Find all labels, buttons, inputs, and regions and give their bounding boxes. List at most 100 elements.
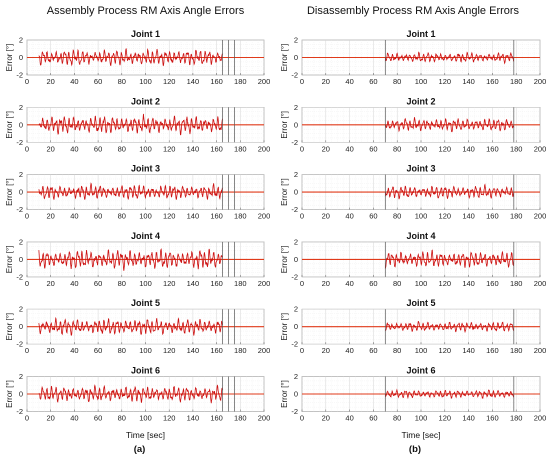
y-tick-label: -2 (291, 71, 298, 80)
x-axis-label: Time [sec] (126, 430, 165, 440)
y-tick-label: -2 (16, 340, 23, 349)
y-tick-label: 0 (19, 188, 23, 197)
x-tick-label: 0 (300, 414, 304, 423)
x-tick-label: 80 (393, 77, 401, 86)
x-tick-label: 100 (415, 144, 428, 153)
x-tick-label: 40 (70, 144, 78, 153)
panel-title: Joint 2 (406, 96, 435, 106)
y-tick-label: 2 (294, 103, 298, 112)
x-tick-label: 140 (462, 346, 475, 355)
x-tick-label: 180 (234, 346, 247, 355)
x-tick-label: 0 (300, 279, 304, 288)
panel-title: Joint 4 (131, 231, 160, 241)
y-tick-label: 2 (294, 372, 298, 381)
x-tick-label: 180 (234, 414, 247, 423)
x-axis-label: Time [sec] (402, 430, 441, 440)
x-tick-label: 80 (118, 279, 126, 288)
panel-title: Joint 2 (131, 96, 160, 106)
x-tick-label: 20 (322, 212, 330, 221)
x-tick-label: 40 (70, 212, 78, 221)
x-tick-label: 180 (510, 346, 523, 355)
x-tick-label: 120 (163, 77, 176, 86)
panel-joint-4: Joint 40 20 40 60 80 100 120 140 160 180 200-202Er… (5, 231, 270, 288)
y-tick-label: -2 (16, 138, 23, 147)
y-tick-label: 2 (294, 36, 298, 45)
x-tick-label: 100 (139, 212, 152, 221)
x-tick-label: 20 (322, 346, 330, 355)
y-tick-label: 2 (19, 372, 23, 381)
x-tick-label: 120 (439, 279, 452, 288)
subfigure-label: (a) (134, 444, 146, 455)
x-tick-label: 200 (258, 212, 271, 221)
x-tick-label: 80 (393, 414, 401, 423)
x-tick-label: 140 (462, 144, 475, 153)
error-trace (38, 316, 223, 336)
x-tick-label: 160 (486, 346, 499, 355)
panel-joint-6: Joint 60 20 40 60 80 100 120 140 160 180 200-202Er… (5, 366, 270, 423)
x-tick-label: 0 (300, 212, 304, 221)
y-tick-label: -2 (291, 340, 298, 349)
y-tick-label: 2 (294, 237, 298, 246)
x-tick-label: 200 (258, 77, 271, 86)
x-tick-label: 60 (369, 212, 377, 221)
x-tick-label: 160 (486, 414, 499, 423)
y-tick-label: 0 (19, 120, 23, 129)
y-tick-label: 0 (19, 390, 23, 399)
x-tick-label: 200 (534, 144, 547, 153)
x-tick-label: 140 (187, 279, 200, 288)
y-axis-label: Error [°] (5, 44, 14, 72)
x-tick-label: 0 (25, 414, 29, 423)
error-trace (38, 248, 223, 271)
x-tick-label: 200 (534, 212, 547, 221)
y-tick-label: 2 (19, 170, 23, 179)
error-trace (38, 182, 223, 201)
x-tick-label: 0 (300, 346, 304, 355)
x-tick-label: 80 (118, 346, 126, 355)
x-tick-label: 80 (393, 279, 401, 288)
x-tick-label: 160 (486, 212, 499, 221)
x-tick-label: 180 (510, 77, 523, 86)
panel-joint-4: Joint 40 20 40 60 80 100 120 140 160 180 200-202Er… (280, 231, 546, 288)
x-tick-label: 200 (534, 279, 547, 288)
panel-title: Joint 5 (131, 298, 160, 308)
x-tick-label: 60 (94, 77, 102, 86)
x-tick-label: 120 (439, 77, 452, 86)
panel-joint-1: Joint 10 20 40 60 80 100 120 140 160 180 200-202Er… (5, 29, 270, 86)
y-tick-label: 0 (294, 120, 298, 129)
x-tick-label: 160 (210, 279, 223, 288)
x-tick-label: 160 (486, 77, 499, 86)
y-tick-label: 0 (294, 53, 298, 62)
y-tick-label: 2 (19, 103, 23, 112)
x-tick-label: 120 (163, 414, 176, 423)
x-tick-label: 0 (300, 144, 304, 153)
x-tick-label: 0 (25, 346, 29, 355)
x-tick-label: 20 (322, 144, 330, 153)
subfigure-label: (b) (409, 444, 421, 455)
panel-joint-5: Joint 50 20 40 60 80 100 120 140 160 180 200-202Er… (5, 298, 270, 355)
x-tick-label: 200 (534, 346, 547, 355)
panel-title: Joint 5 (406, 298, 435, 308)
x-tick-label: 160 (486, 279, 499, 288)
x-tick-label: 120 (439, 346, 452, 355)
x-tick-label: 160 (210, 346, 223, 355)
x-tick-label: 20 (322, 414, 330, 423)
y-axis-label: Error [°] (5, 111, 14, 139)
x-tick-label: 140 (187, 346, 200, 355)
x-tick-label: 200 (258, 279, 271, 288)
x-tick-label: 120 (163, 346, 176, 355)
x-tick-label: 40 (70, 414, 78, 423)
y-tick-label: -2 (16, 205, 23, 214)
x-tick-label: 120 (439, 414, 452, 423)
x-tick-label: 40 (70, 279, 78, 288)
x-tick-label: 60 (94, 346, 102, 355)
y-tick-label: 2 (19, 305, 23, 314)
error-trace (384, 388, 515, 400)
x-tick-label: 60 (94, 414, 102, 423)
x-tick-label: 120 (439, 144, 452, 153)
error-trace (384, 320, 515, 334)
y-tick-label: 0 (19, 255, 23, 264)
y-tick-label: 0 (294, 188, 298, 197)
error-trace (38, 384, 223, 404)
x-tick-label: 60 (369, 77, 377, 86)
x-tick-label: 40 (70, 77, 78, 86)
